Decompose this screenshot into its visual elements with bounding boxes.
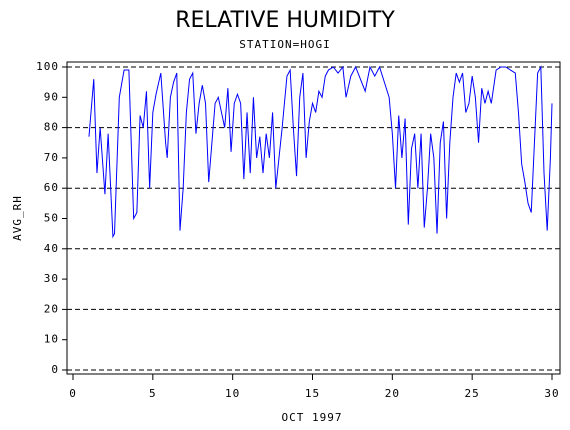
y-tick-label: 80 [44,121,59,134]
chart-title: RELATIVE HUMIDITY [175,8,395,33]
x-tick-label: 30 [544,387,559,400]
x-tick-label: 15 [305,387,320,400]
y-tick-label: 60 [44,181,59,194]
y-tick-label: 0 [51,363,59,376]
y-tick-label: 70 [44,151,59,164]
y-tick-label: 20 [44,302,59,315]
x-tick-label: 25 [465,387,480,400]
y-tick-label: 10 [44,333,59,346]
y-tick-label: 90 [44,90,59,103]
y-tick-label: 30 [44,272,59,285]
chart-subtitle: STATION=HOGI [239,38,330,51]
y-axis-label: AVG_RH [11,195,24,241]
y-tick-label: 40 [44,242,59,255]
y-tick-label: 100 [36,60,59,73]
plot-frame [66,61,561,375]
x-tick-label: 0 [69,387,77,400]
x-tick-label: 20 [385,387,400,400]
x-axis-label: OCT 1997 [282,411,343,424]
data-line [88,65,553,239]
y-tick-label: 50 [44,212,59,225]
x-tick-label: 10 [225,387,240,400]
x-tick-label: 5 [149,387,157,400]
